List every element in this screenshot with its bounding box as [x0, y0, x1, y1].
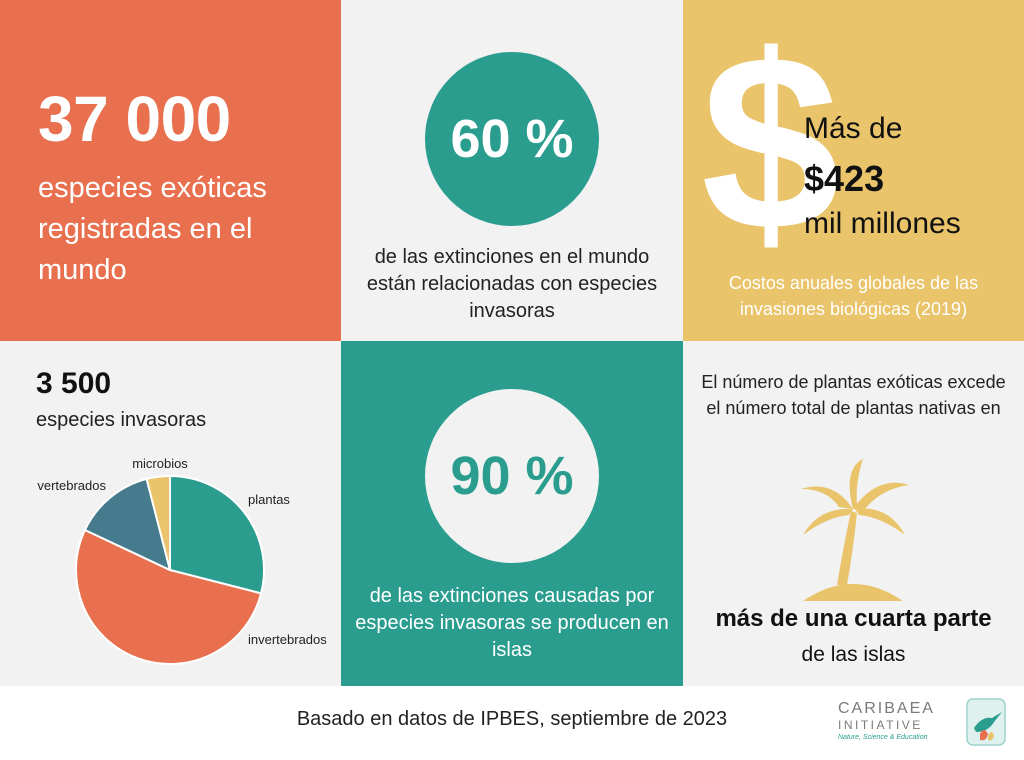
exotic-plants-fraction: más de una cuarta parte	[715, 605, 992, 632]
logo-initiative: INITIATIVE	[838, 718, 923, 732]
pie-slice-microbios	[145, 474, 171, 571]
hummingbird-icon	[966, 698, 1006, 746]
cost-description: Costos anuales globales de las invasione…	[728, 273, 979, 319]
cost-unit: mil millones	[804, 207, 961, 240]
pie-slice-vertebrados	[83, 477, 172, 572]
invasive-species-count: 3 500	[36, 367, 112, 400]
cost-amount: $423	[804, 158, 885, 199]
stat-tile-exotic-species: 37 000 especies exóticas registradas en …	[0, 0, 341, 341]
pie-label-plantas: plantas	[248, 492, 290, 507]
invasive-species-label: especies invasoras	[36, 409, 207, 431]
percent-circle-90: 90 %	[425, 389, 599, 563]
logo-tagline: Nature, Science & Education	[838, 734, 928, 741]
stat-tile-extinctions-worldwide: 60 % de las extinciones en el mundo está…	[341, 0, 683, 341]
stat-tile-exotic-plants-islands: El número de plantas exóticas excede el …	[683, 341, 1024, 686]
percent-circle-60: 60 %	[425, 52, 599, 226]
pie-slice-invertebrados	[75, 528, 263, 665]
dollar-sign-icon: $	[701, 3, 841, 282]
exotic-species-count: 37 000	[38, 83, 231, 155]
cost-prefix: Más de	[804, 112, 903, 145]
caribaea-logo: CARIBAEA INITIATIVE Nature, Science & Ed…	[838, 698, 1008, 750]
pie-label-microbios: microbios	[132, 456, 188, 471]
stat-tile-invasive-species: 3 500 especies invasoras plantas inverteb…	[0, 341, 341, 686]
palm-tree-island-icon	[801, 459, 909, 601]
pie-slice-plantas	[169, 474, 265, 595]
source-note: Basado en datos de IPBES, septiembre de …	[296, 708, 728, 730]
logo-name: CARIBAEA	[838, 700, 935, 717]
extinctions-worldwide-description: de las extinciones en el mundo están rel…	[366, 246, 658, 322]
percent-60-value: 60 %	[450, 109, 574, 169]
stat-tile-annual-costs: $ Más de $423 mil millones Costos anuale…	[683, 0, 1024, 341]
island-extinctions-description: de las extinciones causadas por especies…	[355, 585, 669, 661]
percent-90-value: 90 %	[450, 446, 574, 506]
pie-label-vertebrados: vertebrados	[37, 478, 106, 493]
exotic-plants-description: El número de plantas exóticas excede el …	[701, 372, 1006, 418]
exotic-species-description: especies exóticas registradas en el mund…	[38, 172, 267, 286]
pie-label-invertebrados: invertebrados	[248, 632, 327, 647]
exotic-plants-islands-label: de las islas	[801, 643, 906, 666]
stat-tile-island-extinctions: 90 % de las extinciones causadas por esp…	[341, 341, 683, 686]
invasive-species-pie-chart: plantas invertebrados vertebrados microbios	[37, 456, 327, 665]
